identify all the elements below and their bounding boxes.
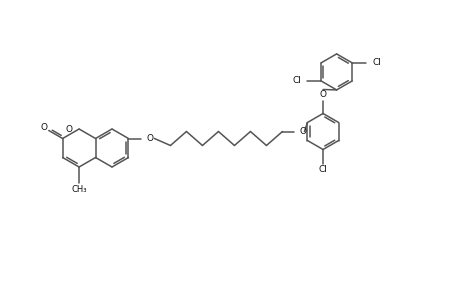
Text: Cl: Cl bbox=[371, 58, 380, 68]
Text: O: O bbox=[40, 123, 47, 132]
Text: O: O bbox=[319, 90, 326, 99]
Text: O: O bbox=[299, 127, 306, 136]
Text: O: O bbox=[146, 134, 153, 143]
Text: O: O bbox=[65, 124, 72, 134]
Text: Cl: Cl bbox=[318, 165, 327, 174]
Text: CH₃: CH₃ bbox=[71, 185, 87, 194]
Text: Cl: Cl bbox=[291, 76, 300, 85]
